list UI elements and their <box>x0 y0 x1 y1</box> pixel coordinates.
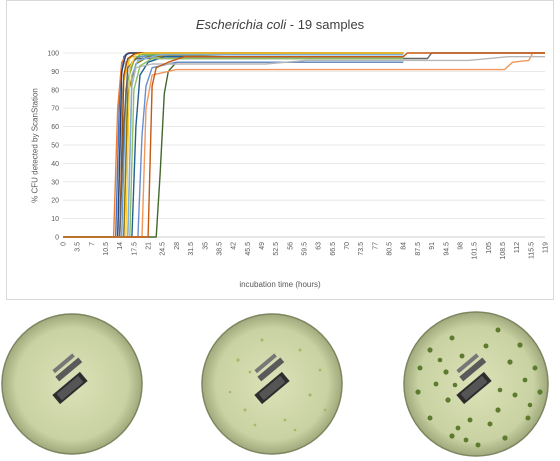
x-tick-label: 35 <box>202 242 209 250</box>
x-tick-label: 101.5 <box>472 242 479 260</box>
x-tick-label: 42 <box>231 242 238 250</box>
x-tick-label: 17.5 <box>131 242 138 256</box>
x-tick-label: 45.5 <box>245 242 252 256</box>
y-tick-label: 100 <box>47 51 59 58</box>
petri-dish-empty <box>1 313 143 455</box>
chart-title: Escherichia coli - 19 samples <box>7 17 553 32</box>
x-tick-label: 3.5 <box>75 242 82 252</box>
x-tick-label: 63 <box>316 242 323 250</box>
x-axis-label: incubation time (hours) <box>239 280 321 289</box>
x-tick-label: 56 <box>287 242 294 250</box>
y-tick-label: 30 <box>51 179 59 186</box>
y-tick-label: 90 <box>51 69 59 76</box>
x-tick-label: 24.5 <box>160 242 167 256</box>
y-tick-label: 20 <box>51 198 59 205</box>
y-tick-label: 80 <box>51 87 59 94</box>
x-tick-label: 91 <box>429 242 436 250</box>
chart-title-species: Escherichia coli <box>195 17 287 32</box>
x-tick-label: 77 <box>372 242 379 250</box>
petri-dish-few-colonies <box>201 313 343 455</box>
x-tick-label: 38.5 <box>216 242 223 256</box>
y-tick-label: 60 <box>51 124 59 131</box>
x-tick-label: 52.5 <box>273 242 280 256</box>
x-tick-label: 115.5 <box>528 242 535 259</box>
y-tick-label: 70 <box>51 106 59 113</box>
y-tick-label: 10 <box>51 216 59 223</box>
y-tick-label: 0 <box>55 235 59 242</box>
chart-title-suffix: - 19 samples <box>286 17 365 32</box>
y-tick-label: 40 <box>51 161 59 168</box>
x-tick-label: 112 <box>514 242 521 253</box>
x-tick-label: 108.5 <box>500 242 507 260</box>
x-tick-label: 84 <box>401 242 408 250</box>
x-tick-label: 59.5 <box>302 242 309 256</box>
y-tick-labels: 0 10 20 30 40 50 60 70 80 90 100 <box>47 51 59 242</box>
x-tick-label: 21 <box>146 242 153 250</box>
x-tick-label: 49 <box>259 242 266 250</box>
x-tick-label: 66.5 <box>330 242 337 256</box>
x-tick-label: 31.5 <box>188 242 195 256</box>
x-tick-labels: 0 3.5 7 10.5 14 17.5 21 24.5 28 31.5 35 38.5 42 45.5 4… <box>61 242 550 260</box>
x-tick-label: 98 <box>457 242 464 250</box>
x-tick-label: 7 <box>89 242 96 246</box>
x-tick-label: 73.5 <box>358 242 365 256</box>
x-tick-label: 14 <box>117 242 124 250</box>
petri-dish-photos <box>1 311 549 457</box>
x-tick-label: 70 <box>344 242 351 250</box>
x-tick-label: 119 <box>543 242 550 253</box>
series-line-19 <box>63 52 545 238</box>
x-tick-label: 105 <box>486 242 493 254</box>
x-tick-label: 94.5 <box>443 242 450 256</box>
line-chart: 0 10 20 30 40 50 60 70 80 90 100 0 3.5 7 10.5 14 17.5 21… <box>47 51 550 260</box>
series-line-14 <box>63 52 545 238</box>
petri-dish-many-colonies <box>403 311 549 457</box>
x-tick-label: 28 <box>174 242 181 250</box>
x-tick-label: 80.5 <box>387 242 394 256</box>
x-tick-label: 87.5 <box>415 242 422 256</box>
chart-panel: 0 10 20 30 40 50 60 70 80 90 100 0 3.5 7 10.5 14 17.5 21… <box>6 0 554 300</box>
x-tick-label: 10.5 <box>103 242 110 256</box>
y-axis-label: % CFU detected by ScanStation <box>30 88 40 203</box>
x-tick-label: 0 <box>61 242 68 246</box>
series-layer <box>63 52 545 238</box>
y-tick-label: 50 <box>51 143 59 150</box>
